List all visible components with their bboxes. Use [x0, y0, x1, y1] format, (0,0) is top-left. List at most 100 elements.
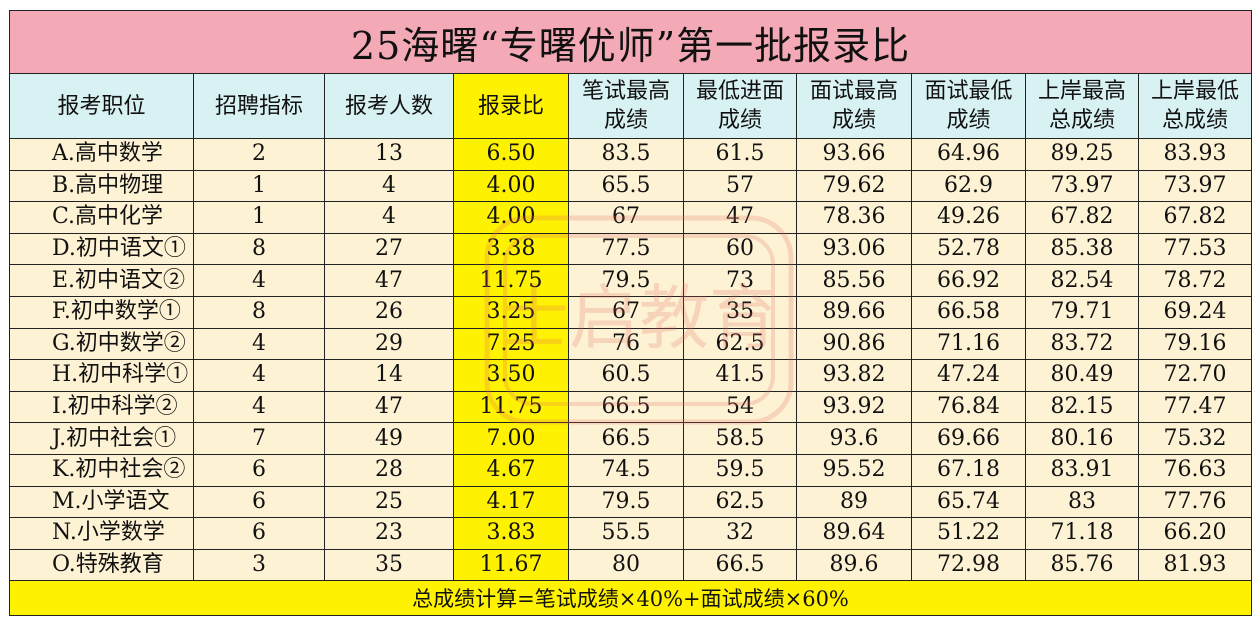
table-cell: 29 [324, 327, 454, 361]
position-name-cell: G.初中数学② [9, 327, 194, 361]
table-container: 25海曙“专曙优师”第一批报录比 报考职位 招聘指标 报考人数 报录比 笔试最高 成绩 最低… [8, 10, 1253, 617]
table-cell: 89.25 [1025, 138, 1139, 171]
table-cell: 80 [568, 548, 684, 582]
column-header-text: 报考职位 [57, 93, 146, 119]
position-name-cell: K.初中社会② [9, 453, 194, 487]
table-cell: 54 [683, 390, 797, 424]
table-cell: 27 [324, 232, 454, 266]
table-cell: 67.18 [911, 453, 1026, 487]
column-header-6: 面试最高 成绩 [796, 73, 912, 139]
table-cell: 83.91 [1025, 453, 1139, 487]
column-header-text: 笔试最高 [581, 79, 670, 104]
table-cell: 11.75 [453, 390, 569, 424]
table-cell: 71.16 [911, 327, 1026, 361]
table-cell: 72.70 [1137, 359, 1253, 392]
table-cell: 4 [193, 390, 325, 424]
table-cell: 80.16 [1025, 422, 1139, 455]
column-header-text: 报录比 [477, 93, 544, 119]
table-cell: 73.97 [1025, 169, 1139, 203]
table-cell: 79.16 [1137, 327, 1253, 361]
table-cell: 85.56 [796, 264, 912, 297]
column-header-3: 报录比 [453, 73, 569, 139]
column-header-5: 最低进面 成绩 [683, 73, 797, 139]
table-cell: 6 [193, 453, 325, 487]
table-cell: 76.63 [1137, 453, 1253, 487]
table-cell: 3.25 [453, 295, 569, 329]
table-cell: 66.20 [1137, 517, 1253, 550]
table-cell: 3.38 [453, 232, 569, 266]
table-row: E.初中语文② 4 47 11.75 79.5 73 85.56 66.92 82.54 78.7… [9, 264, 1253, 297]
position-name-cell: J.初中社会① [9, 422, 194, 455]
table-cell: 4.17 [453, 485, 569, 519]
table-cell: 83.5 [568, 138, 684, 171]
table-cell: 67.82 [1137, 201, 1253, 234]
column-header-text: 上岸最低 [1151, 79, 1240, 104]
table-cell: 52.78 [911, 232, 1026, 266]
table-cell: 3.50 [453, 359, 569, 392]
table-cell: 47 [683, 201, 797, 234]
title-row: 25海曙“专曙优师”第一批报录比 [8, 10, 1253, 74]
table-row: O.特殊教育 3 35 11.67 80 66.5 89.6 72.98 85.76 81.93 [9, 548, 1253, 582]
table-row: J.初中社会① 7 49 7.00 66.5 58.5 93.6 69.66 80.16 75.3… [9, 422, 1253, 455]
table-cell: 6.50 [453, 138, 569, 171]
table-cell: 82.15 [1025, 390, 1139, 424]
table-cell: 77.47 [1137, 390, 1253, 424]
position-name-cell: A.高中数学 [9, 138, 194, 171]
table-cell: 79.5 [568, 264, 684, 297]
table-cell: 3 [193, 548, 325, 582]
table-cell: 64.96 [911, 138, 1026, 171]
position-name-cell: F.初中数学① [9, 295, 194, 329]
table-cell: 81.93 [1137, 548, 1253, 582]
table-cell: 66.5 [568, 422, 684, 455]
table-cell: 62.5 [683, 327, 797, 361]
table-cell: 35 [324, 548, 454, 582]
table-cell: 85.38 [1025, 232, 1139, 266]
table-cell: 67 [568, 201, 684, 234]
table-row: B.高中物理 1 4 4.00 65.5 57 79.62 62.9 73.97 73.97 [9, 169, 1253, 203]
table-row: N.小学数学 6 23 3.83 55.5 32 89.64 51.22 71.18 66.20 [9, 517, 1253, 550]
column-header-text: 面试最低 [924, 79, 1013, 104]
table-cell: 47 [324, 390, 454, 424]
table-body: A.高中数学 2 13 6.50 83.5 61.5 93.66 64.96 89.25 83.9… [9, 138, 1253, 582]
column-header-text: 成绩 [946, 108, 991, 133]
footer-row: 总成绩计算=笔试成绩×40%+面试成绩×60% [8, 580, 1253, 617]
position-name-cell: C.高中化学 [9, 201, 194, 234]
table-cell: 35 [683, 295, 797, 329]
table-cell: 79.62 [796, 169, 912, 203]
table-cell: 75.32 [1137, 422, 1253, 455]
table-cell: 4 [324, 169, 454, 203]
column-header-text: 成绩 [831, 108, 876, 133]
table-cell: 8 [193, 232, 325, 266]
column-header-2: 报考人数 [324, 73, 454, 139]
table-cell: 95.52 [796, 453, 912, 487]
table-cell: 60.5 [568, 359, 684, 392]
column-header-4: 笔试最高 成绩 [568, 73, 684, 139]
table-cell: 7 [193, 422, 325, 455]
table-cell: 66.5 [568, 390, 684, 424]
table-cell: 89.64 [796, 517, 912, 550]
table-cell: 79.71 [1025, 295, 1139, 329]
table-cell: 59.5 [683, 453, 797, 487]
table-cell: 80.49 [1025, 359, 1139, 392]
position-name-cell: D.初中语文① [9, 232, 194, 266]
table-cell: 1 [193, 201, 325, 234]
table-cell: 77.76 [1137, 485, 1253, 519]
table-cell: 67 [568, 295, 684, 329]
table-cell: 65.74 [911, 485, 1026, 519]
column-header-text: 成绩 [603, 108, 648, 133]
table-cell: 77.5 [568, 232, 684, 266]
column-header-1: 招聘指标 [193, 73, 325, 139]
position-name-cell: B.高中物理 [9, 169, 194, 203]
column-header-text: 最低进面 [695, 79, 784, 104]
table-cell: 83.93 [1137, 138, 1253, 171]
column-header-0: 报考职位 [9, 73, 194, 139]
position-name-cell: N.小学数学 [9, 517, 194, 550]
table-cell: 23 [324, 517, 454, 550]
table-cell: 47 [324, 264, 454, 297]
table-cell: 67.82 [1025, 201, 1139, 234]
table-cell: 78.72 [1137, 264, 1253, 297]
table-cell: 74.5 [568, 453, 684, 487]
table-cell: 28 [324, 453, 454, 487]
table-cell: 93.82 [796, 359, 912, 392]
table-cell: 26 [324, 295, 454, 329]
